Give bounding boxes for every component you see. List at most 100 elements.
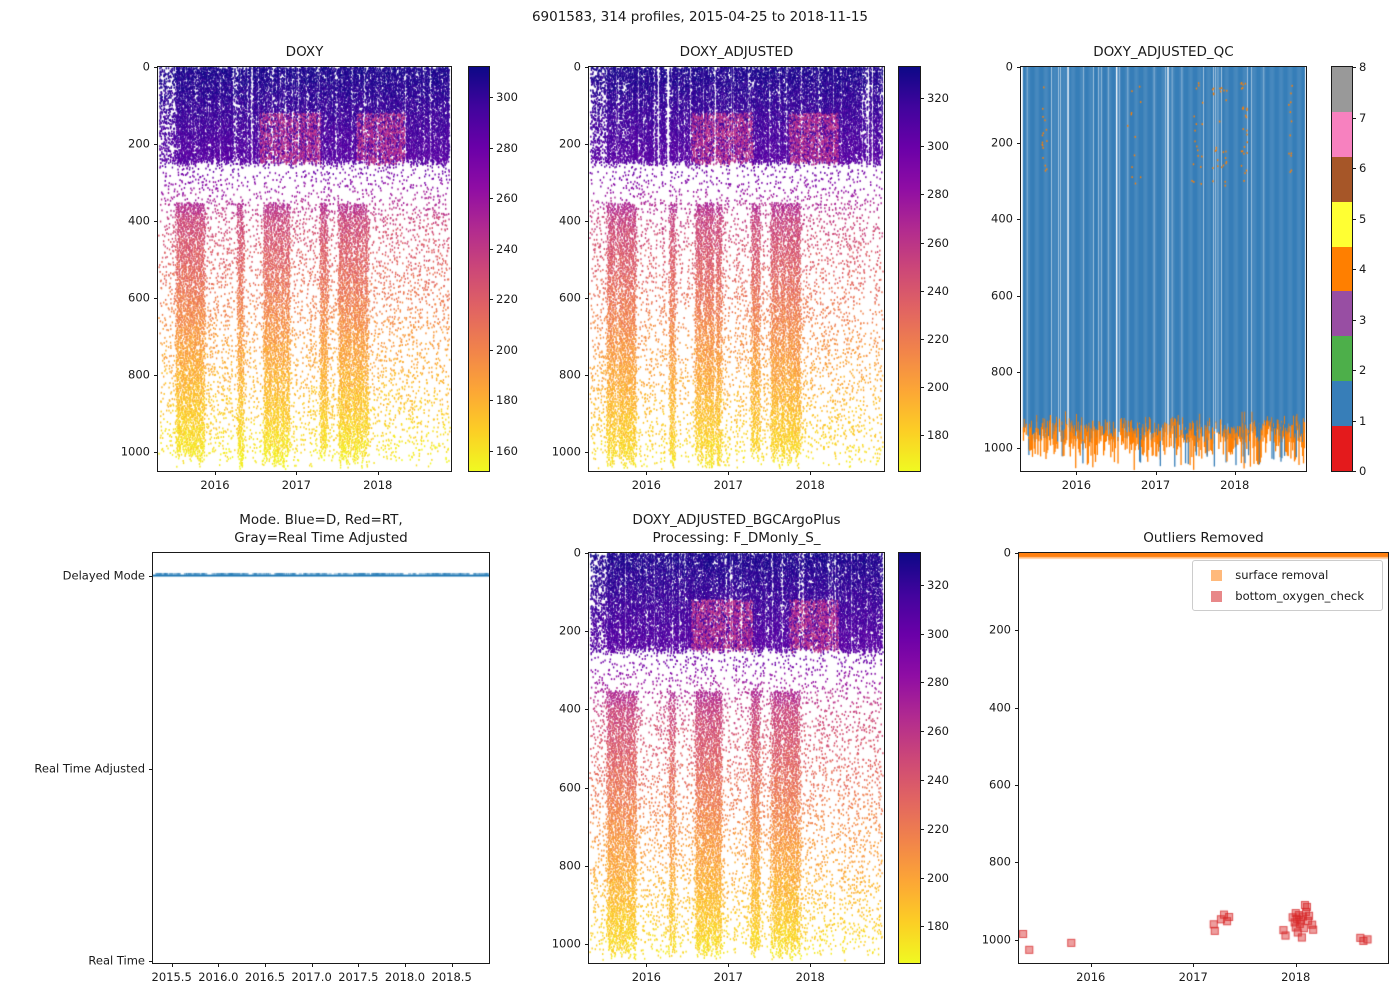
legend-label-bottom-oxygen-check: bottom_oxygen_check xyxy=(1235,589,1364,603)
colorbar-tick xyxy=(920,386,924,388)
y-tick xyxy=(1015,707,1019,709)
x-tick xyxy=(1234,471,1236,475)
x-tick-label: 2016 xyxy=(631,478,661,492)
y-tick xyxy=(1017,448,1021,450)
y-tick-label: Real Time Adjusted xyxy=(34,761,145,776)
x-tick xyxy=(1090,963,1092,967)
y-tick xyxy=(1017,371,1021,373)
y-tick xyxy=(154,452,158,454)
y-tick-label: 1000 xyxy=(120,444,150,459)
colorbar-tick-label: 5 xyxy=(1359,211,1367,226)
y-tick-label: Delayed Mode xyxy=(62,567,145,582)
panel-mode: Mode. Blue=D, Red=RT, Gray=Real Time Adj… xyxy=(34,512,490,984)
legend-item-bottom-oxygen-check: bottom_oxygen_check xyxy=(1203,589,1372,603)
colorbar-tick xyxy=(920,828,924,830)
x-tick xyxy=(646,471,648,475)
x-tick xyxy=(214,471,216,475)
x-tick-label: 2018.0 xyxy=(384,970,426,984)
colorbar-tick-label: 8 xyxy=(1359,60,1367,74)
x-tick-label: 2017 xyxy=(713,478,743,492)
surface-removal-marker-icon xyxy=(1211,569,1223,581)
x-tick xyxy=(728,963,730,967)
doxy-colorbar: 160 180 200 220 240 260 280 300 xyxy=(468,66,518,472)
y-tick-label: 0 xyxy=(573,545,581,560)
x-tick-label: 2017 xyxy=(281,478,311,492)
colorbar-tick xyxy=(920,877,924,879)
outliers-canvas xyxy=(1019,553,1388,963)
colorbar-tick xyxy=(920,194,924,196)
legend-label-surface-removal: surface removal xyxy=(1235,568,1329,582)
x-tick-label: 2015.5 xyxy=(151,970,192,984)
y-tick xyxy=(585,709,589,711)
colorbar-tick-label: 2 xyxy=(1359,363,1367,377)
colorbar-tick xyxy=(489,299,493,301)
y-tick xyxy=(585,631,589,633)
colorbar-tick-label: 200 xyxy=(927,379,949,394)
x-tick-label: 2016 xyxy=(200,478,230,492)
colorbar-tick xyxy=(920,242,924,244)
y-tick-label: 1000 xyxy=(551,936,581,951)
panel-outliers-removed-title: Outliers Removed xyxy=(1143,529,1264,546)
x-tick-label: 2017 xyxy=(1178,970,1208,984)
colorbar-segment xyxy=(1332,156,1352,202)
x-tick xyxy=(171,963,173,967)
y-tick xyxy=(585,553,589,554)
colorbar-segment xyxy=(1332,381,1352,427)
y-tick xyxy=(585,298,589,300)
y-tick-label: Real Time xyxy=(88,953,145,968)
figure-title: 6901583, 314 profiles, 2015-04-25 to 201… xyxy=(531,9,869,25)
y-tick-label: 1000 xyxy=(981,932,1011,947)
colorbar-tick-label: 280 xyxy=(927,187,949,202)
panel-bgc-argo-plus: DOXY_ADJUSTED_BGCArgoPlus Processing: F_… xyxy=(552,512,885,984)
panel-doxy-adjusted-qc: DOXY_ADJUSTED_QC 2016 2017 2018 0 200 400 600 8… xyxy=(984,44,1307,492)
y-tick-label: 600 xyxy=(991,287,1013,302)
y-tick xyxy=(154,375,158,377)
x-tick xyxy=(810,471,812,475)
colorbar-tick-label: 180 xyxy=(927,919,949,934)
colorbar-tick-label: 280 xyxy=(496,140,518,155)
panel-doxy-adjusted-qc-title: DOXY_ADJUSTED_QC xyxy=(1093,43,1234,60)
y-tick-label: 600 xyxy=(989,777,1011,792)
y-tick xyxy=(154,144,158,146)
colorbar-segment xyxy=(1332,111,1352,157)
x-tick-label: 2016.0 xyxy=(198,970,239,984)
x-tick-label: 2017 xyxy=(1140,478,1171,492)
y-tick xyxy=(585,375,589,377)
colorbar-tick xyxy=(920,434,924,436)
y-tick xyxy=(149,769,153,771)
x-tick-label: 2017.0 xyxy=(291,970,332,984)
x-tick xyxy=(218,963,220,967)
colorbar-tick xyxy=(1352,319,1356,321)
y-tick xyxy=(1015,862,1019,864)
colorbar-tick-label: 4 xyxy=(1359,262,1367,276)
outliers-legend: surface removal bottom_oxygen_check xyxy=(1192,560,1383,611)
qc-colorbar: 0 1 2 3 4 5 6 7 8 xyxy=(1331,60,1366,478)
y-tick-label: 400 xyxy=(559,701,581,716)
y-tick xyxy=(1017,219,1021,221)
colorbar-tick-label: 7 xyxy=(1359,110,1367,125)
bottom-oxygen-check-marker-icon xyxy=(1211,590,1223,602)
colorbar-tick-label: 260 xyxy=(496,191,518,206)
colorbar-tick xyxy=(489,248,493,250)
y-tick-label: 0 xyxy=(142,59,150,74)
x-tick-label: 2018 xyxy=(795,478,825,492)
x-tick xyxy=(810,963,812,967)
colorbar-segment xyxy=(1332,201,1352,247)
colorbar-tick xyxy=(920,146,924,148)
y-tick-label: 800 xyxy=(559,367,581,382)
colorbar-tick-label: 3 xyxy=(1359,312,1367,327)
colorbar-tick-label: 160 xyxy=(496,443,518,458)
colorbar-tick xyxy=(920,633,924,635)
y-tick xyxy=(1015,630,1019,632)
y-tick xyxy=(585,221,589,223)
y-tick-label: 800 xyxy=(559,858,581,873)
x-tick xyxy=(377,471,379,475)
colorbar-tick xyxy=(489,198,493,200)
x-tick xyxy=(296,471,298,475)
colorbar-tick xyxy=(920,926,924,928)
x-tick-label: 2018 xyxy=(363,478,393,492)
colorbar-tick-label: 220 xyxy=(927,331,949,346)
y-tick xyxy=(585,67,589,68)
colorbar-tick xyxy=(1352,370,1356,371)
y-tick xyxy=(1015,785,1019,787)
